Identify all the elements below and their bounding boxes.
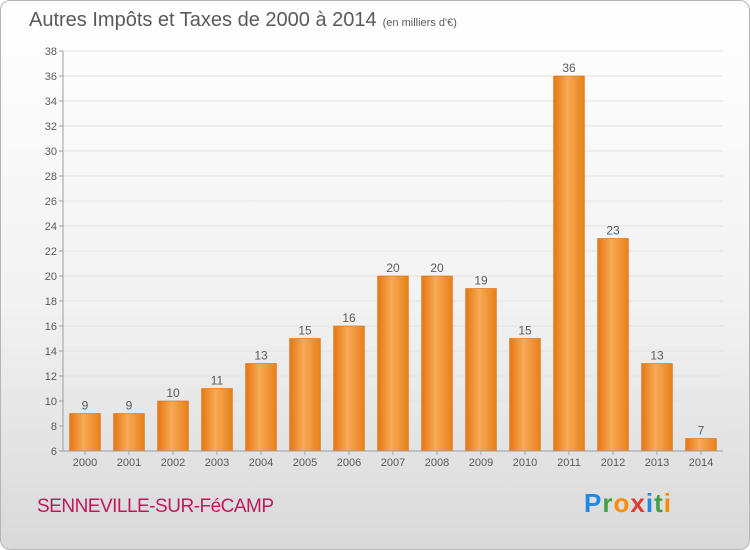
chart-title: Autres Impôts et Taxes de 2000 à 2014 (en…: [29, 9, 457, 32]
bar-2008: [421, 275, 453, 452]
logo-letter: x: [630, 488, 646, 518]
y-tick-label: 8: [51, 421, 57, 433]
x-tick-label: 2005: [293, 457, 317, 469]
x-tick-label: 2001: [117, 457, 141, 469]
x-tick-label: 2006: [337, 457, 361, 469]
y-tick-label: 34: [45, 96, 57, 108]
y-tick-label: 20: [45, 271, 57, 283]
bar-2006: [333, 325, 365, 452]
logo-letter: r: [602, 488, 614, 518]
bar-value-label: 15: [518, 324, 532, 338]
x-tick-label: 2008: [425, 457, 449, 469]
logo-letter: o: [613, 488, 631, 518]
bar-value-label: 10: [166, 386, 180, 400]
logo-letter: i: [663, 488, 672, 518]
x-tick-label: 2010: [513, 457, 537, 469]
x-tick-label: 2014: [689, 457, 713, 469]
bar-value-label: 19: [474, 274, 488, 288]
y-tick-label: 10: [45, 396, 57, 408]
bar-value-label: 13: [650, 349, 664, 363]
chart-title-text: Autres Impôts et Taxes de 2000 à 2014: [29, 9, 377, 31]
commune-name: SENNEVILLE-SUR-FéCAMP: [37, 496, 274, 517]
bar-value-label: 11: [211, 374, 224, 388]
y-tick-label: 6: [51, 446, 57, 458]
bar-value-label: 7: [698, 424, 705, 438]
bar-value-label: 13: [254, 349, 268, 363]
bar-2004: [245, 363, 277, 452]
y-tick-label: 30: [45, 146, 57, 158]
bar-value-label: 23: [606, 224, 620, 238]
y-tick-label: 14: [45, 346, 57, 358]
bar-2013: [641, 363, 673, 452]
x-tick-label: 2002: [161, 457, 185, 469]
bar-2003: [201, 388, 233, 452]
bar-2012: [597, 238, 629, 452]
y-tick-label: 38: [45, 46, 57, 58]
x-tick-label: 2003: [205, 457, 229, 469]
bar-2007: [377, 275, 409, 452]
proxiti-logo: Proxiti: [584, 488, 672, 519]
y-tick-label: 22: [45, 246, 57, 258]
x-tick-label: 2012: [601, 457, 625, 469]
bar-2010: [509, 338, 541, 452]
bar-2001: [113, 413, 145, 452]
logo-letter: t: [654, 488, 664, 518]
bar-value-label: 9: [82, 399, 89, 413]
y-tick-label: 36: [45, 71, 57, 83]
bar-2005: [289, 338, 321, 452]
bar-2000: [69, 413, 101, 452]
bar-layer: [69, 75, 717, 452]
x-tick-label: 2007: [381, 457, 405, 469]
logo-letter: P: [584, 488, 603, 518]
y-tick-label: 16: [45, 321, 57, 333]
bar-value-label: 20: [430, 261, 444, 275]
bar-value-label: 9: [126, 399, 133, 413]
bar-2014: [685, 438, 717, 452]
x-tick-label: 2000: [73, 457, 97, 469]
y-tick-label: 18: [45, 296, 57, 308]
bar-value-label: 15: [298, 324, 312, 338]
y-tick-label: 28: [45, 171, 57, 183]
axis-layer: 6 8 10 12 14 16 18 20 22 24 26 28 30 32 34 36 38 9 2000 9 20…: [45, 46, 723, 469]
bar-value-label: 36: [562, 61, 576, 75]
x-tick-label: 2011: [557, 457, 581, 469]
logo-letter: i: [645, 488, 655, 518]
bar-2009: [465, 288, 497, 452]
y-tick-label: 12: [45, 371, 57, 383]
y-tick-label: 24: [45, 221, 57, 233]
bar-2002: [157, 400, 189, 452]
x-tick-label: 2013: [645, 457, 669, 469]
x-tick-label: 2009: [469, 457, 493, 469]
x-tick-label: 2004: [249, 457, 273, 469]
bar-value-label: 20: [386, 261, 400, 275]
y-tick-label: 32: [45, 121, 57, 133]
chart-unit-text: (en milliers d'€): [382, 17, 457, 29]
bar-2011: [553, 75, 585, 452]
bar-value-label: 16: [342, 311, 356, 325]
y-tick-label: 26: [45, 196, 57, 208]
